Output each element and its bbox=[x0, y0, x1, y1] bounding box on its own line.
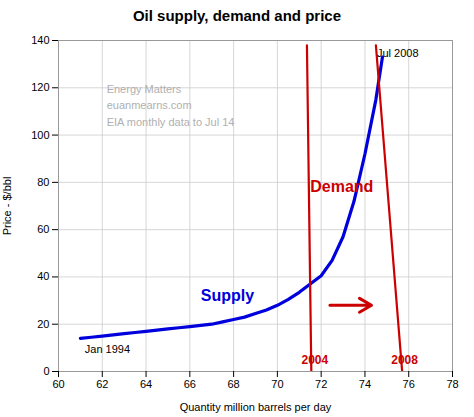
svg-text:66: 66 bbox=[184, 378, 196, 390]
svg-text:Supply: Supply bbox=[201, 287, 254, 304]
svg-text:60: 60 bbox=[52, 378, 64, 390]
svg-text:60: 60 bbox=[37, 223, 49, 235]
svg-text:140: 140 bbox=[31, 34, 49, 46]
svg-text:62: 62 bbox=[96, 378, 108, 390]
svg-text:74: 74 bbox=[359, 378, 371, 390]
svg-text:2008: 2008 bbox=[391, 353, 418, 367]
svg-text:100: 100 bbox=[31, 129, 49, 141]
svg-text:2004: 2004 bbox=[301, 353, 328, 367]
svg-text:70: 70 bbox=[271, 378, 283, 390]
svg-text:0: 0 bbox=[43, 365, 49, 377]
svg-text:120: 120 bbox=[31, 81, 49, 93]
svg-text:20: 20 bbox=[37, 318, 49, 330]
svg-text:64: 64 bbox=[140, 378, 152, 390]
svg-text:Energy Matters: Energy Matters bbox=[107, 83, 182, 95]
svg-text:Price - $/bbl: Price - $/bbl bbox=[1, 177, 13, 236]
svg-text:40: 40 bbox=[37, 270, 49, 282]
svg-text:Jul 2008: Jul 2008 bbox=[377, 47, 419, 59]
svg-text:72: 72 bbox=[315, 378, 327, 390]
svg-text:Demand: Demand bbox=[310, 178, 373, 195]
svg-text:68: 68 bbox=[227, 378, 239, 390]
svg-text:78: 78 bbox=[446, 378, 458, 390]
svg-text:EIA monthly data to Jul 14: EIA monthly data to Jul 14 bbox=[107, 116, 235, 128]
svg-text:Quantity million barrels per d: Quantity million barrels per day bbox=[180, 401, 332, 413]
svg-text:Jan 1994: Jan 1994 bbox=[85, 343, 130, 355]
html-text:Oil supply, demand and price: Oil supply, demand and price bbox=[132, 7, 341, 24]
svg-text:euanmearns.com: euanmearns.com bbox=[107, 99, 192, 111]
svg-text:80: 80 bbox=[37, 176, 49, 188]
svg-text:76: 76 bbox=[403, 378, 415, 390]
